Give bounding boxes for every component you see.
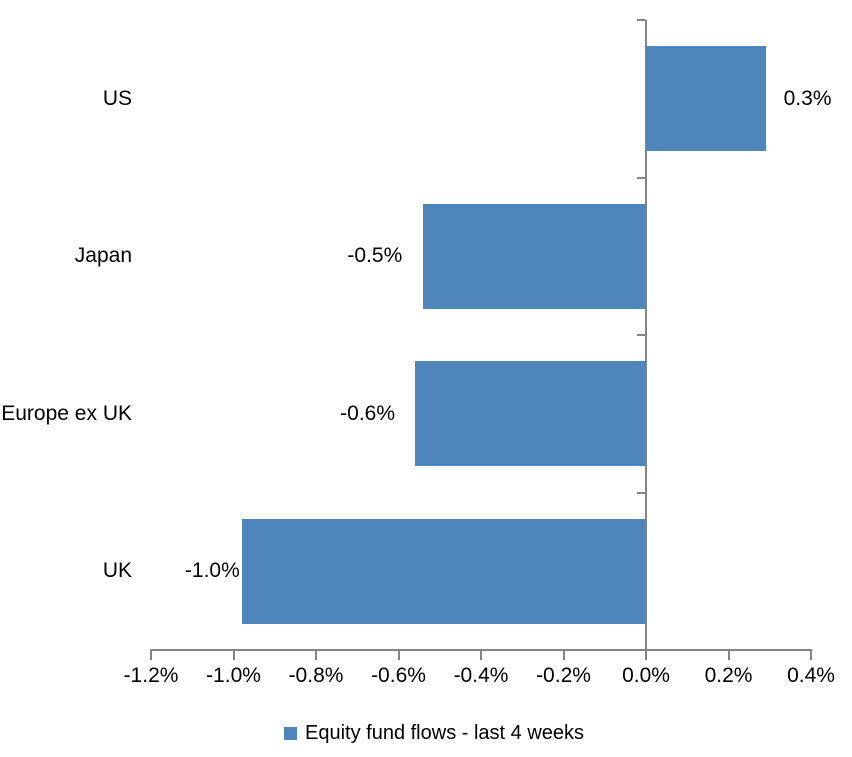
- bar-uk: [241, 518, 646, 624]
- x-axis-tick: [232, 650, 235, 660]
- x-axis-tick-label: 0.2%: [704, 664, 753, 687]
- x-axis-tick-label: -0.8%: [288, 664, 344, 687]
- y-axis-tick: [637, 649, 645, 651]
- x-axis-tick: [315, 650, 317, 660]
- x-axis-tick-label: -0.2%: [536, 664, 591, 687]
- data-label-japan: -0.5%: [347, 244, 403, 268]
- y-axis-tick: [637, 176, 645, 179]
- x-axis-tick-label: -1.2%: [123, 664, 179, 687]
- bar-japan: [423, 203, 646, 309]
- y-axis-tick: [637, 334, 645, 336]
- x-axis-tick: [150, 650, 152, 660]
- category-label-japan: Japan: [74, 244, 132, 268]
- y-axis-tick: [637, 491, 645, 494]
- x-axis-tick-label: -1.0%: [206, 664, 261, 687]
- legend-label: Equity fund flows - last 4 weeks: [305, 722, 585, 744]
- data-label-europe-ex-uk: -0.6%: [340, 401, 395, 425]
- legend: Equity fund flows - last 4 weeks: [284, 720, 584, 746]
- data-label-us: 0.3%: [783, 86, 832, 110]
- x-axis-tick-label: 0.4%: [787, 664, 835, 687]
- y-axis-tick: [637, 19, 645, 21]
- x-axis-tick: [480, 650, 482, 660]
- bar-europe-ex-uk: [415, 361, 646, 467]
- x-axis-tick-label: -0.6%: [371, 664, 426, 687]
- legend-marker-icon: [284, 726, 297, 740]
- category-label-uk: UK: [102, 559, 132, 583]
- x-axis-tick-label: 0.0%: [622, 664, 670, 687]
- x-axis-tick: [562, 650, 565, 660]
- y-axis-line: [645, 20, 647, 650]
- x-axis-tick: [727, 650, 730, 660]
- x-axis-tick: [645, 650, 647, 660]
- bar-us: [646, 46, 766, 152]
- category-label-us: US: [102, 86, 132, 110]
- x-axis-tick: [397, 650, 400, 660]
- x-axis-tick-label: -0.4%: [453, 664, 509, 687]
- category-label-europe-ex-uk: Europe ex UK: [1, 401, 132, 425]
- data-label-uk: -1.0%: [184, 559, 240, 583]
- x-axis-tick: [810, 650, 812, 660]
